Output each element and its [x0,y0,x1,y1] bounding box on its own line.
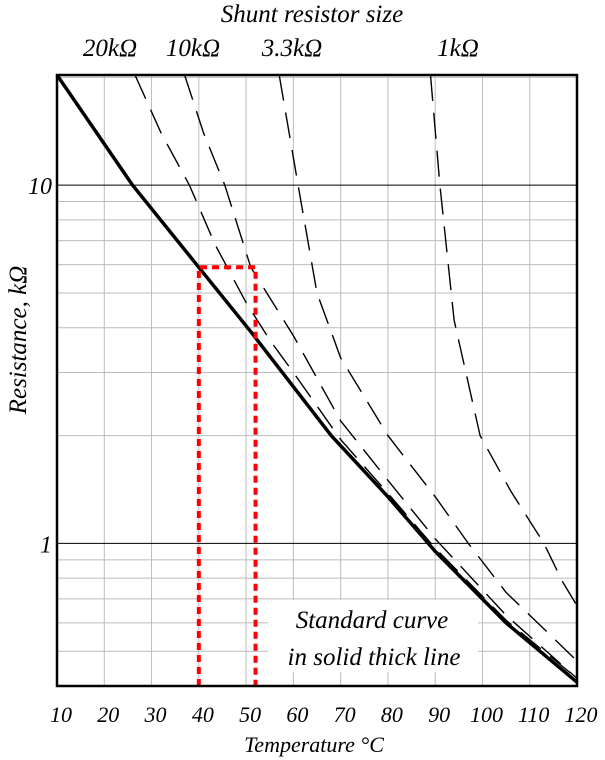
curve-standard [55,74,579,684]
curve-1k [429,74,578,607]
x-tick-label: 50 [239,702,261,727]
curves [55,74,579,684]
series-label-20k: 20kΩ [83,35,137,62]
x-tick-label: 110 [518,702,549,727]
series-labels: 20kΩ 10kΩ 3.3kΩ 1kΩ [83,35,479,62]
y-tick-label: 10 [28,174,52,200]
y-axis-label: Resistance, kΩ [5,266,32,416]
highlight-box [196,265,258,686]
x-tick-label: 60 [286,702,308,727]
x-axis-label: Temperature °C [244,732,384,757]
annotation-background [268,600,478,672]
highlight-box-outline [196,265,258,686]
x-tick-label: 80 [381,702,403,727]
plot-border [55,73,579,688]
x-tick-label: 90 [428,702,450,727]
curve-20k [134,74,578,679]
series-label-3.3k: 3.3kΩ [261,35,322,62]
x-tick-label: 30 [144,702,167,727]
curve-3.3k [278,74,578,662]
y-tick-labels: 10 1 [28,174,52,558]
x-tick-label: 100 [470,702,503,727]
annotation-line-1: Standard curve [296,607,449,634]
curve-10k [183,74,578,679]
x-tick-labels: 10 20 30 40 50 60 70 80 90 100 110 120 [50,702,598,727]
x-tick-label: 120 [565,702,598,727]
x-tick-label: 70 [334,702,356,727]
x-tick-label: 10 [50,702,72,727]
x-tick-label: 20 [97,702,119,727]
x-tick-label: 40 [192,702,214,727]
series-label-1k: 1kΩ [437,35,479,62]
chart-title: Shunt resistor size [221,1,403,28]
annotation-line-2: in solid thick line [288,644,461,671]
y-tick-label: 1 [40,532,52,558]
grid [56,75,578,687]
series-label-10k: 10kΩ [166,35,220,62]
